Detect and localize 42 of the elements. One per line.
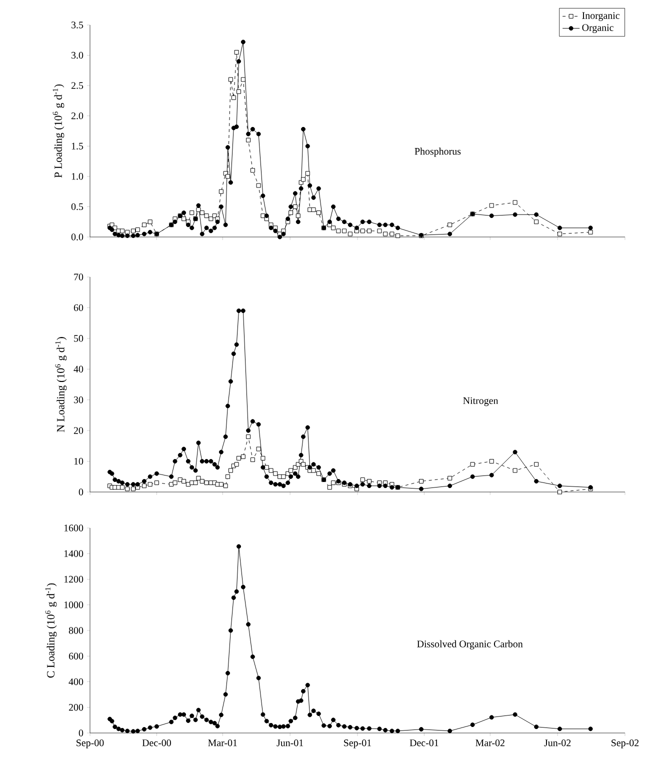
x-tick-label: Sep-01 (344, 740, 372, 748)
annotation: Nitrogen (463, 397, 498, 406)
y-tick-label: 70 (74, 274, 84, 280)
y-tick-label: 800 (68, 627, 84, 634)
y-tick-label: 2.0 (71, 112, 84, 120)
y-tick-label: 0.0 (71, 234, 84, 240)
y-tick-label: 60 (74, 304, 84, 312)
y-tick-label: 400 (68, 678, 84, 686)
y-axis-title: N Loading (10$^{6}$ g d$^{-1}$) (55, 337, 67, 432)
legend-label: Inorganic (582, 12, 620, 21)
y-tick-label: 3.0 (72, 52, 84, 59)
x-tick-label: Mar-02 (476, 740, 504, 746)
x-tick-label: Sep-02 (612, 740, 639, 748)
y-axis-title: P Loading (10$^{6}$ g d$^{-1}$) (52, 84, 64, 178)
y-tick-label: 2.5 (71, 82, 84, 89)
y-tick-label: 1200 (64, 576, 84, 583)
y-axis-title: C Loading (10$^{6}$ g d$^{-1}$) (45, 583, 57, 678)
x-tick-label: Dec-00 (142, 740, 171, 746)
y-tick-label: 1.5 (72, 142, 84, 150)
y-tick-label: 1600 (64, 524, 84, 532)
x-tick-label: Jun-02 (544, 740, 571, 746)
annotation: Dissolved Organic Carbon (417, 640, 523, 650)
y-tick-label: 10 (74, 458, 84, 465)
x-tick-label: Mar-01 (208, 740, 237, 746)
y-tick-label: 0 (78, 730, 84, 736)
y-tick-label: 3.5 (72, 22, 84, 28)
y-tick-label: 1000 (64, 602, 84, 608)
y-tick-label: 40 (74, 366, 84, 372)
y-tick-label: 20 (74, 427, 84, 434)
x-tick-label: Dec-01 (410, 740, 438, 746)
y-tick-label: 600 (68, 652, 84, 660)
x-tick-label: Sep-00 (76, 740, 104, 748)
annotation: Phosphorus (414, 148, 461, 157)
y-tick-label: 0.5 (71, 203, 84, 210)
y-tick-label: 1.0 (72, 173, 84, 180)
legend-label: Organic (582, 24, 614, 34)
x-tick-label: Jun-01 (276, 740, 304, 746)
y-tick-label: 30 (74, 396, 84, 404)
y-tick-label: 0 (78, 488, 84, 496)
y-tick-label: 200 (68, 704, 84, 711)
y-tick-label: 50 (74, 335, 84, 342)
y-tick-label: 1400 (64, 550, 84, 557)
